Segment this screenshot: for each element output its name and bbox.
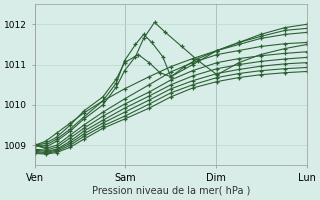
X-axis label: Pression niveau de la mer( hPa ): Pression niveau de la mer( hPa ) (92, 186, 250, 196)
